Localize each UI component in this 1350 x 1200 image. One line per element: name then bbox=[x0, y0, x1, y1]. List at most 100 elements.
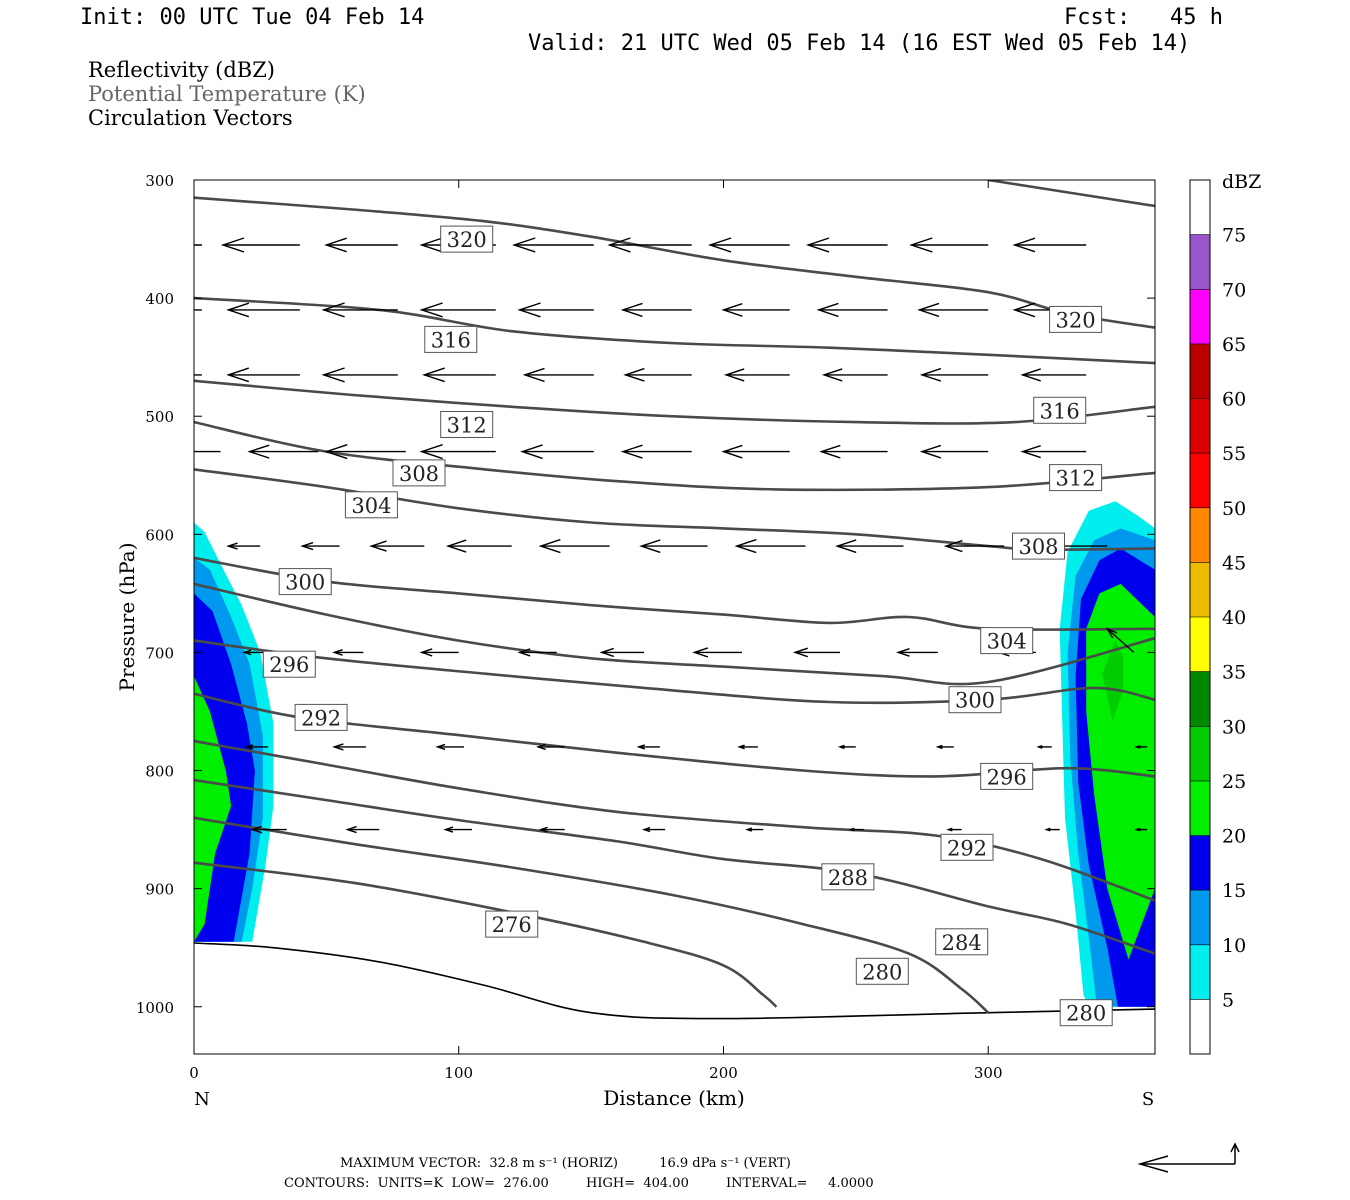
colorbar-swatch bbox=[1190, 343, 1210, 399]
colorbar-swatch bbox=[1190, 617, 1210, 672]
colorbar-swatch bbox=[1190, 780, 1210, 836]
legend-reflectivity: Reflectivity (dBZ) bbox=[88, 58, 276, 82]
colorbar-swatch bbox=[1190, 398, 1210, 454]
contour-label: 312 bbox=[440, 411, 494, 438]
colorbar-label: 40 bbox=[1222, 607, 1246, 629]
colorbar-label: 45 bbox=[1222, 552, 1246, 574]
circulation-vector bbox=[321, 367, 398, 383]
reflectivity-layer bbox=[194, 501, 1155, 1007]
contour-info-note: CONTOURS: UNITS=K LOW= 276.00 HIGH= 404.… bbox=[284, 1176, 874, 1191]
contour-label: 308 bbox=[392, 459, 446, 487]
svg-text:320: 320 bbox=[447, 228, 487, 252]
circulation-vector bbox=[723, 368, 790, 382]
circulation-vector bbox=[194, 244, 202, 246]
colorbar-swatch bbox=[1190, 890, 1210, 945]
legend-circulation-vectors: Circulation Vectors bbox=[88, 106, 293, 130]
colorbar-label: 50 bbox=[1222, 498, 1246, 520]
circulation-vector bbox=[517, 648, 557, 657]
circulation-vector bbox=[848, 827, 864, 832]
circulation-vector bbox=[620, 444, 692, 459]
valid-time: Valid: 21 UTC Wed 05 Feb 14 (16 EST Wed … bbox=[528, 31, 1191, 56]
colorbar-label: 65 bbox=[1222, 334, 1246, 356]
circulation-vector bbox=[321, 302, 398, 318]
contour-label: 300 bbox=[948, 686, 1002, 714]
svg-text:292: 292 bbox=[947, 836, 987, 860]
x-tick-label: 100 bbox=[444, 1064, 473, 1082]
theta-contour-304 bbox=[194, 582, 1155, 686]
colorbar-swatch bbox=[1190, 180, 1210, 235]
circulation-vector bbox=[745, 827, 764, 832]
contour-label: 316 bbox=[1033, 396, 1087, 424]
svg-text:312: 312 bbox=[447, 414, 487, 438]
circulation-vector bbox=[821, 368, 888, 382]
circulation-vector bbox=[226, 542, 261, 550]
circulation-vector bbox=[517, 302, 594, 318]
circulation-vector bbox=[419, 444, 496, 460]
circulation-vector bbox=[1036, 745, 1052, 749]
svg-text:280: 280 bbox=[1066, 1002, 1106, 1026]
svg-text:320: 320 bbox=[1056, 308, 1096, 332]
theta-contour-layer bbox=[194, 180, 1155, 1020]
circulation-vector bbox=[226, 302, 300, 318]
circulation-vector bbox=[721, 303, 790, 317]
circulation-vector bbox=[623, 367, 692, 382]
contour-label: 316 bbox=[424, 325, 478, 353]
theta-contour-328 bbox=[194, 196, 1155, 329]
circulation-vector bbox=[835, 539, 904, 554]
theta-contour-280 bbox=[194, 861, 778, 1008]
svg-text:308: 308 bbox=[1018, 535, 1058, 559]
circulation-vector bbox=[641, 826, 666, 833]
y-tick-label: 700 bbox=[145, 644, 174, 662]
circulation-vector bbox=[520, 444, 594, 460]
y-tick-label: 800 bbox=[145, 763, 174, 781]
circulation-vector bbox=[935, 744, 954, 750]
svg-text:312: 312 bbox=[1056, 467, 1096, 491]
circulation-vector bbox=[607, 237, 692, 253]
x-axis-title: Distance (km) bbox=[603, 1086, 745, 1110]
circulation-vector bbox=[249, 825, 287, 834]
colorbar-swatch bbox=[1190, 234, 1210, 290]
colorbar-label: 35 bbox=[1222, 662, 1246, 684]
circulation-vector bbox=[512, 237, 594, 253]
circulation-vector bbox=[538, 826, 565, 833]
x-end-label-north: N bbox=[194, 1089, 210, 1110]
contour-label: 284 bbox=[935, 928, 989, 956]
contour-label: 296 bbox=[262, 650, 316, 678]
colorbar-label: 25 bbox=[1222, 771, 1246, 793]
contour-label: 280 bbox=[855, 957, 909, 985]
circulation-vector bbox=[599, 647, 645, 658]
colorbar-label: 55 bbox=[1222, 443, 1246, 465]
svg-text:296: 296 bbox=[987, 765, 1027, 789]
contour-label: 292 bbox=[294, 703, 348, 731]
circulation-vector bbox=[734, 538, 806, 554]
circulation-vector bbox=[445, 539, 512, 553]
circulation-vector bbox=[247, 444, 319, 459]
y-tick-label: 1000 bbox=[136, 999, 174, 1017]
circulation-vector bbox=[369, 540, 425, 552]
init-time: Init: 00 UTC Tue 04 Feb 14 bbox=[80, 5, 425, 30]
forecast-hour: Fcst: 45 h bbox=[1064, 5, 1223, 30]
y-tick-label: 600 bbox=[145, 526, 174, 544]
colorbar-title: dBZ bbox=[1222, 171, 1261, 193]
contour-label: 300 bbox=[278, 568, 332, 596]
svg-text:276: 276 bbox=[492, 913, 532, 937]
circulation-vector bbox=[639, 539, 708, 554]
y-axis-title: Pressure (hPa) bbox=[115, 543, 139, 692]
circulation-vector bbox=[538, 538, 610, 554]
circulation-vector bbox=[917, 302, 989, 318]
colorbar-label: 60 bbox=[1222, 389, 1246, 411]
plot-frame bbox=[193, 179, 1156, 1055]
circulation-vector bbox=[819, 444, 888, 459]
colorbar-swatch bbox=[1190, 453, 1210, 508]
x-tick-label: 0 bbox=[189, 1064, 199, 1082]
circulation-vector bbox=[692, 647, 742, 658]
svg-text:304: 304 bbox=[987, 630, 1027, 654]
colorbar-swatch bbox=[1190, 835, 1210, 891]
y-tick-label: 300 bbox=[145, 172, 174, 190]
circulation-vector bbox=[721, 444, 790, 459]
contour-label: 296 bbox=[980, 762, 1034, 790]
colorbar-swatch bbox=[1190, 944, 1210, 1000]
contour-label: 292 bbox=[940, 833, 994, 861]
svg-text:316: 316 bbox=[1040, 399, 1080, 423]
svg-text:296: 296 bbox=[269, 653, 309, 677]
